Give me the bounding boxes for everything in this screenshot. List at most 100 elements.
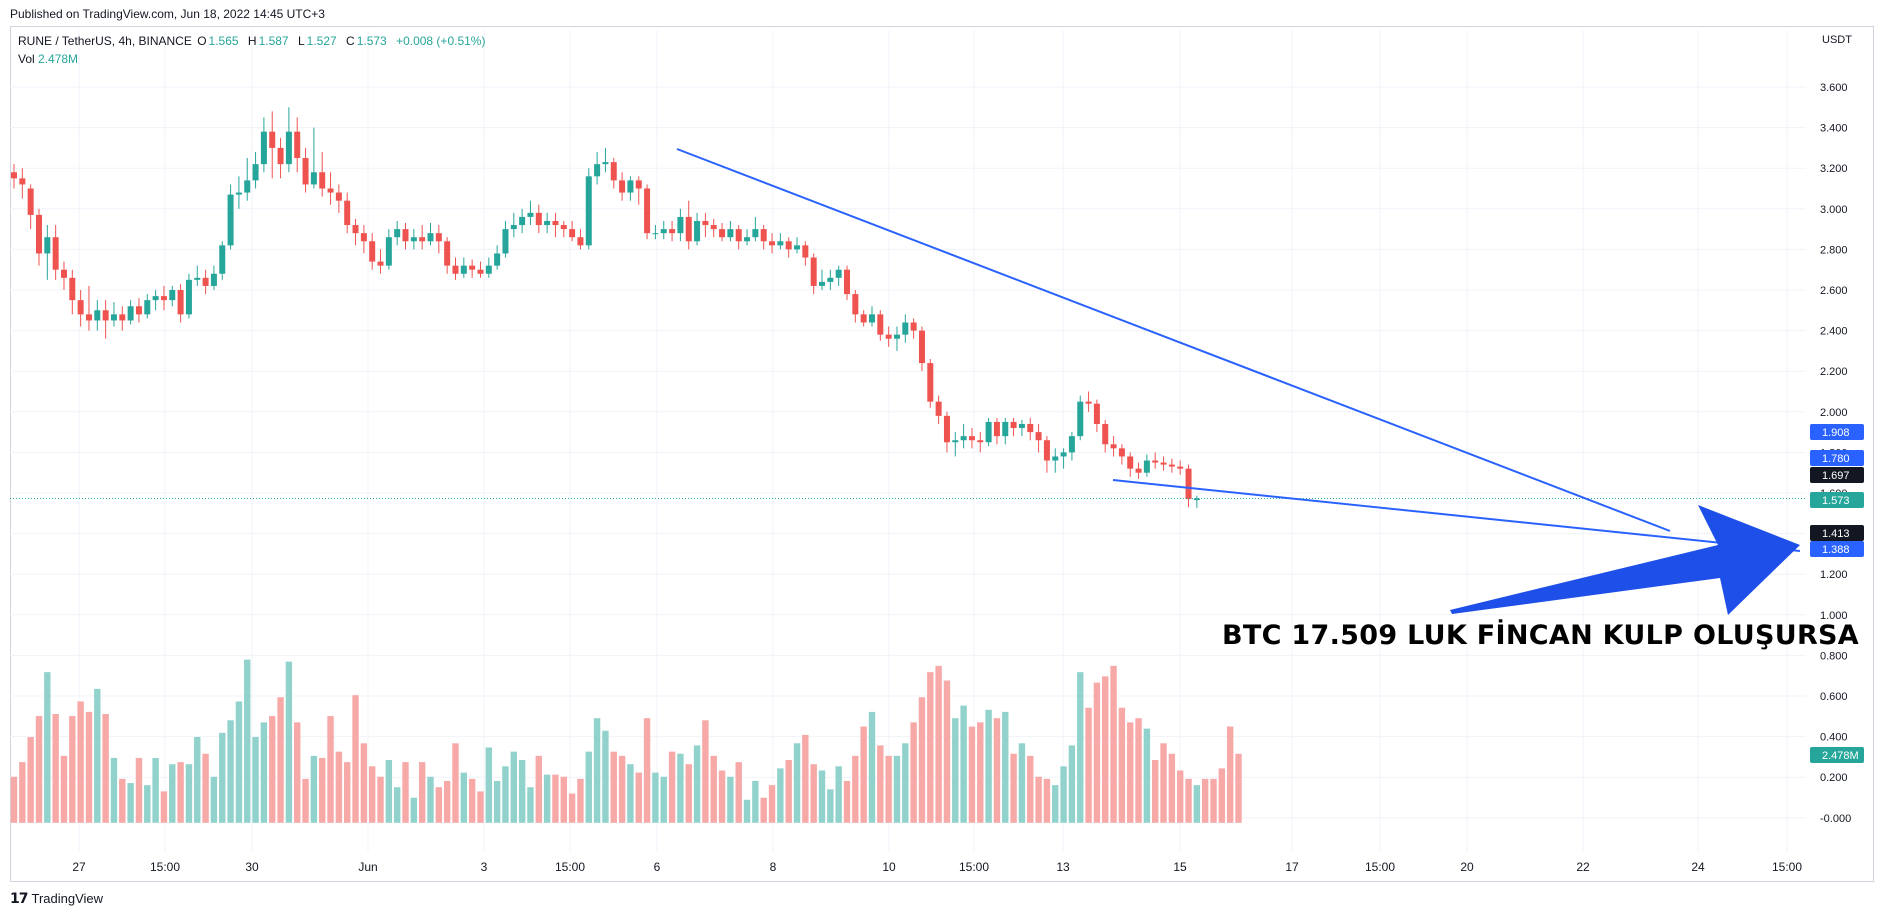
volume-bar — [94, 688, 101, 823]
volume-bar — [135, 757, 143, 823]
candle-body — [802, 245, 809, 258]
candle-body — [352, 225, 359, 234]
price-label-text: 2.478M — [1822, 750, 1859, 762]
candle-body — [227, 194, 234, 246]
volume-bar — [144, 785, 151, 823]
candle-body — [602, 162, 609, 165]
candle-body — [1168, 464, 1175, 467]
volume-bar — [493, 780, 501, 823]
candle-body — [935, 401, 942, 416]
candle-body — [494, 253, 501, 266]
price-tick-label: 0.600 — [1820, 691, 1848, 703]
volume-bar — [543, 774, 551, 823]
volume-bar — [668, 751, 676, 823]
price-tick-label: 3.000 — [1820, 204, 1848, 216]
volume-bar — [285, 661, 293, 823]
candle-body — [1193, 498, 1200, 501]
candle-body — [1185, 468, 1192, 500]
candle-body — [719, 229, 726, 238]
volume-bar — [768, 785, 776, 823]
legend-high-label: H — [247, 34, 257, 48]
footer[interactable]: 𝟭𝟳 TradingView — [10, 890, 103, 907]
candle-body — [644, 188, 651, 234]
price-label-badge — [1810, 525, 1864, 541]
candle-body — [244, 180, 251, 193]
tradingview-logo-icon: 𝟭𝟳 — [10, 890, 29, 906]
volume-bar — [818, 770, 826, 823]
price-tick-label: 2.600 — [1820, 285, 1848, 297]
candle-body — [202, 277, 209, 286]
volume-bar — [360, 743, 368, 823]
candle-body — [1002, 421, 1009, 437]
volume-bar — [1010, 753, 1017, 823]
candle-body — [235, 192, 242, 195]
time-tick-label: 10 — [882, 860, 896, 874]
volume-bar — [418, 762, 426, 823]
volume-bar — [35, 716, 43, 823]
candle-body — [560, 225, 567, 230]
volume-bar — [252, 737, 259, 823]
candle-body — [1177, 466, 1184, 469]
candle-body — [1010, 421, 1017, 429]
volume-bar — [735, 762, 742, 823]
volume-bar — [460, 772, 468, 823]
candle-body — [260, 131, 267, 165]
candle-body — [69, 277, 76, 301]
candle-body — [835, 269, 842, 278]
volume-bar — [1127, 722, 1134, 823]
volume-bar — [1160, 743, 1167, 823]
time-tick-label: 15 — [1173, 860, 1187, 874]
candle-body — [277, 147, 284, 165]
volume-bar — [1093, 682, 1101, 823]
volume-bar — [344, 762, 351, 823]
volume-bar — [393, 787, 401, 823]
volume-bar — [760, 797, 767, 823]
volume-bar — [127, 783, 134, 823]
price-label-text: 1.908 — [1822, 427, 1850, 439]
candle-body — [52, 237, 59, 270]
volume-bar — [85, 711, 93, 823]
candle-body — [1110, 444, 1117, 449]
candle-body — [1068, 436, 1075, 453]
candle-body — [1127, 456, 1134, 469]
candle-body — [1052, 456, 1059, 461]
volume-bar — [1201, 778, 1209, 823]
candle-body — [344, 200, 351, 226]
candle-body — [918, 330, 925, 364]
candle-body — [119, 314, 126, 321]
volume-bar — [968, 726, 976, 823]
volume-bar — [660, 776, 667, 823]
candle-body — [977, 440, 984, 443]
candle-body — [160, 296, 167, 301]
candle-body — [769, 241, 776, 246]
volume-bar — [427, 776, 434, 823]
volume-bar — [1018, 743, 1026, 823]
candle-body — [727, 229, 734, 238]
volume-bar — [102, 713, 109, 823]
volume-bar — [752, 780, 759, 823]
candle-body — [652, 233, 659, 235]
candle-body — [985, 421, 992, 443]
candle-body — [794, 245, 801, 250]
candle-body — [1043, 440, 1050, 461]
volume-bar — [552, 774, 559, 823]
candle-body — [460, 265, 467, 274]
price-label-text: 1.413 — [1822, 528, 1850, 540]
volume-bar — [568, 793, 576, 823]
volume-bar — [1152, 760, 1159, 823]
volume-bar — [310, 755, 318, 823]
volume-bar — [902, 743, 909, 823]
volume-bar — [535, 755, 542, 823]
volume-bar — [319, 757, 326, 823]
volume-bar — [327, 716, 334, 823]
price-tick-label: 2.400 — [1820, 326, 1848, 338]
candle-body — [194, 277, 201, 280]
volume-bar — [1177, 770, 1184, 823]
volume-bar — [377, 776, 384, 823]
volume-bar — [952, 718, 959, 823]
candle-body — [993, 421, 1000, 437]
volume-bar — [160, 791, 168, 823]
candle-body — [777, 241, 784, 246]
volume-bar — [1085, 707, 1092, 823]
